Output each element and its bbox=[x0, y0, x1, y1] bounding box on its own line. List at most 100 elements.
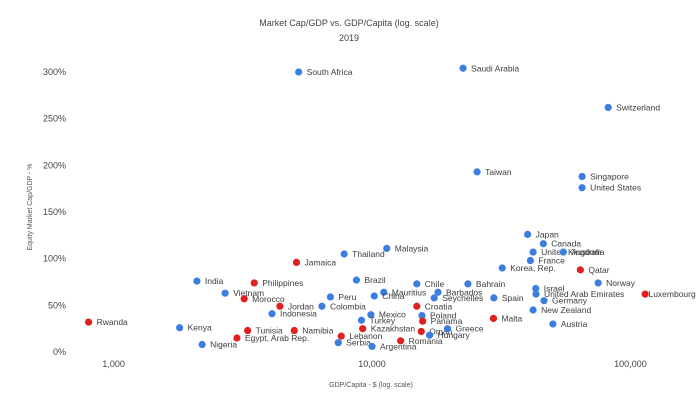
point-label: Croatia bbox=[425, 301, 453, 311]
point-label: Nigeria bbox=[210, 340, 237, 350]
data-point bbox=[359, 325, 367, 333]
point-label: Bahrain bbox=[476, 279, 506, 289]
y-tick-label: 150% bbox=[43, 207, 66, 217]
point-label: Taiwan bbox=[485, 167, 512, 177]
y-axis-title: Equity Market Cap/GDP - % bbox=[27, 163, 34, 250]
data-point bbox=[529, 306, 537, 314]
data-point bbox=[383, 244, 391, 252]
point-label: Spain bbox=[502, 293, 524, 303]
y-tick-label: 0% bbox=[53, 347, 66, 357]
data-point bbox=[418, 312, 426, 320]
data-point bbox=[641, 290, 649, 298]
point-label: Rwanda bbox=[97, 317, 128, 327]
data-point bbox=[352, 276, 361, 284]
point-label: Poland bbox=[430, 311, 457, 321]
y-tick-label: 250% bbox=[43, 114, 66, 124]
data-point bbox=[498, 264, 506, 272]
point-label: Mauritius bbox=[392, 287, 426, 297]
data-point bbox=[85, 318, 93, 326]
data-point bbox=[250, 279, 258, 287]
point-label: Panama bbox=[431, 316, 463, 326]
point-label: Norway bbox=[606, 278, 636, 288]
data-point bbox=[367, 311, 375, 319]
data-point bbox=[413, 280, 421, 288]
data-point bbox=[594, 279, 602, 287]
data-point bbox=[578, 184, 586, 192]
data-point bbox=[397, 337, 405, 345]
point-label: Lebanon bbox=[349, 331, 382, 341]
point-label: Malta bbox=[501, 313, 522, 323]
data-point bbox=[295, 68, 303, 76]
point-label: Peru bbox=[338, 292, 356, 302]
data-point bbox=[425, 331, 434, 339]
point-label: Thailand bbox=[352, 249, 385, 259]
point-label: Qatar bbox=[588, 265, 609, 275]
point-label: Hungary bbox=[438, 330, 471, 340]
x-tick-label: 100,000 bbox=[614, 359, 647, 369]
point-label: Germany bbox=[552, 296, 588, 306]
data-point bbox=[370, 292, 378, 300]
point-label: Tunisia bbox=[256, 326, 283, 336]
point-label: Romania bbox=[409, 336, 443, 346]
data-point bbox=[380, 288, 388, 296]
y-axis-ticks: 0% 50% 100% 150% 200% 250% 300% bbox=[43, 67, 66, 357]
y-tick-label: 50% bbox=[48, 300, 66, 310]
chart-title: Market Cap/GDP vs. GDP/Capita (log. scal… bbox=[259, 18, 438, 28]
data-point bbox=[233, 334, 241, 342]
point-label: Namibia bbox=[302, 326, 333, 336]
y-tick-label: 300% bbox=[43, 67, 66, 77]
data-points: South Africa Saudi Arabia Switzerland Taiwa… bbox=[85, 63, 696, 351]
point-label: United Kingdom bbox=[541, 247, 601, 257]
y-tick-label: 200% bbox=[43, 160, 66, 170]
data-point bbox=[417, 327, 425, 336]
data-point bbox=[368, 342, 376, 350]
point-label: Morocco bbox=[252, 294, 285, 304]
point-label: Seychelles bbox=[442, 293, 483, 303]
point-label: Oman bbox=[429, 326, 452, 336]
point-label: Mexico bbox=[379, 310, 406, 320]
data-point bbox=[459, 64, 467, 72]
x-axis-title: GDP/Capita - $ (log. scale) bbox=[329, 382, 413, 389]
data-point bbox=[532, 290, 540, 298]
point-label: Egypt, Arab Rep. bbox=[245, 333, 309, 343]
data-point bbox=[221, 289, 229, 297]
data-point bbox=[604, 103, 612, 112]
point-label: Australia bbox=[571, 247, 604, 257]
data-point bbox=[490, 294, 498, 302]
point-label: Argentina bbox=[380, 341, 417, 351]
point-label: Kenya bbox=[188, 323, 212, 333]
data-point bbox=[318, 302, 326, 310]
point-label: Saudi Arabia bbox=[471, 63, 519, 73]
data-point bbox=[268, 310, 276, 318]
point-label: Serbia bbox=[346, 338, 371, 348]
data-point bbox=[290, 326, 298, 335]
x-tick-label: 10,000 bbox=[358, 359, 386, 369]
point-label: Jamaica bbox=[304, 257, 336, 267]
data-point bbox=[540, 297, 548, 305]
data-point bbox=[532, 284, 540, 293]
data-point bbox=[244, 326, 252, 335]
data-point bbox=[549, 320, 557, 328]
point-label: Singapore bbox=[590, 172, 629, 182]
point-label: Greece bbox=[456, 324, 484, 334]
point-label: Jordan bbox=[288, 301, 314, 311]
data-point bbox=[464, 280, 472, 288]
point-label: China bbox=[382, 291, 404, 301]
point-label: Colombia bbox=[330, 301, 366, 311]
data-point bbox=[524, 230, 532, 238]
x-axis-ticks: 1,000 10,000 100,000 bbox=[102, 359, 646, 369]
data-point bbox=[176, 324, 184, 332]
point-label: Luxembourg bbox=[648, 289, 696, 299]
data-point bbox=[473, 168, 481, 176]
data-point bbox=[340, 250, 348, 258]
data-point bbox=[526, 256, 534, 265]
data-point bbox=[419, 317, 427, 325]
point-label: United Arab Emirates bbox=[544, 289, 624, 299]
point-label: Turkey bbox=[369, 315, 395, 325]
data-point bbox=[337, 332, 345, 340]
data-point bbox=[334, 339, 342, 347]
data-point bbox=[443, 325, 452, 333]
point-label: Brazil bbox=[364, 275, 385, 285]
data-point bbox=[430, 294, 438, 302]
